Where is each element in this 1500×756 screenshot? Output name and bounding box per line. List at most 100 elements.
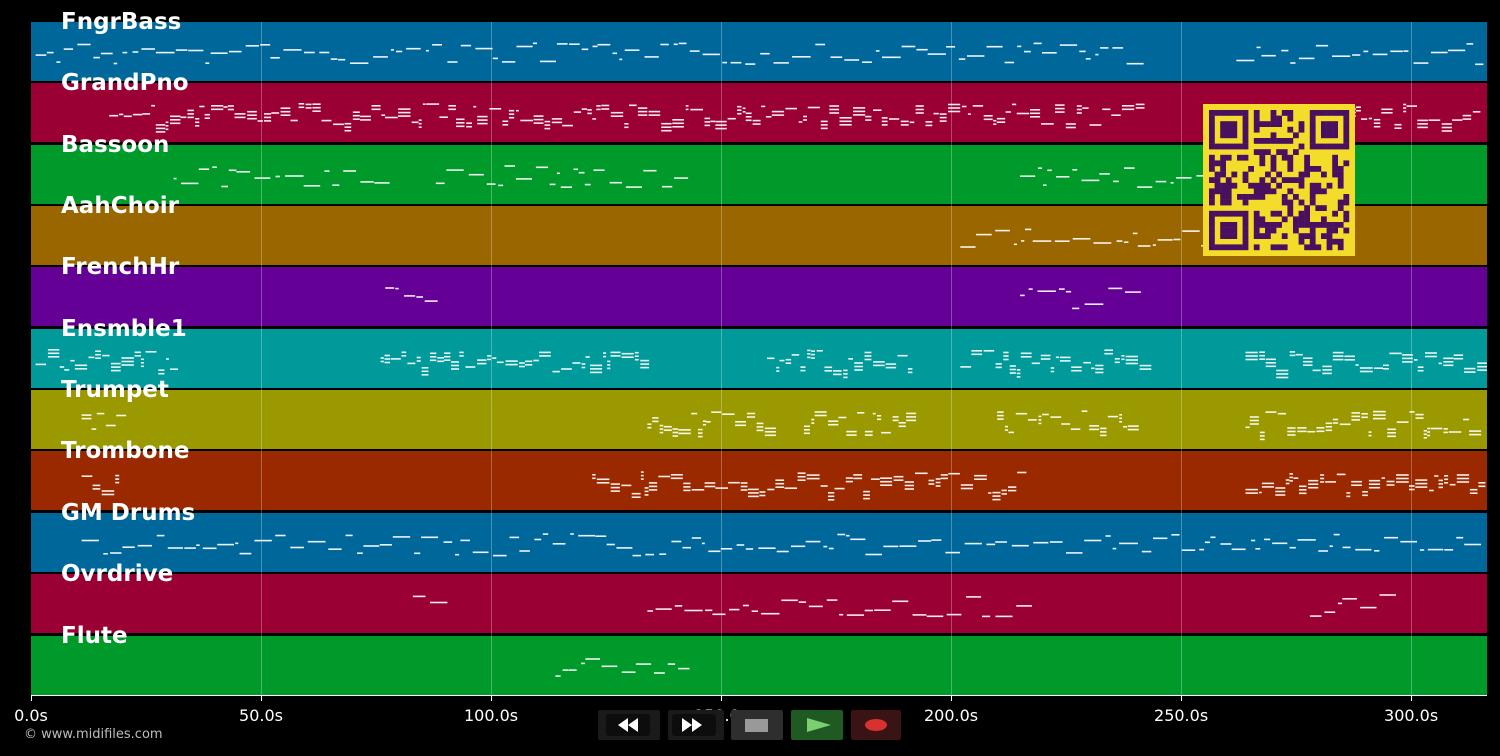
note <box>948 472 960 475</box>
note <box>1413 62 1429 64</box>
note <box>1325 429 1333 432</box>
note <box>960 484 973 486</box>
note <box>1054 240 1070 242</box>
note <box>1359 367 1373 369</box>
track-lane[interactable]: Trumpet <box>31 377 1487 449</box>
note <box>1182 230 1200 232</box>
note <box>1132 232 1138 235</box>
note <box>1303 360 1313 363</box>
note <box>1024 50 1031 53</box>
note <box>1137 186 1153 188</box>
note <box>486 183 496 185</box>
note <box>459 355 464 357</box>
note <box>1441 126 1452 129</box>
note <box>1261 486 1274 488</box>
note <box>758 547 776 549</box>
note <box>764 431 776 433</box>
note <box>663 429 672 431</box>
note <box>873 361 885 363</box>
note <box>319 51 330 54</box>
note <box>1415 479 1428 481</box>
note <box>870 478 880 480</box>
track-lane[interactable]: Trombone <box>31 438 1487 510</box>
note <box>492 357 497 359</box>
note <box>298 106 305 109</box>
note <box>640 359 650 362</box>
note <box>655 608 672 610</box>
note <box>592 118 597 120</box>
note <box>330 58 338 60</box>
note <box>446 169 464 171</box>
track-lane[interactable]: FngrBass <box>31 9 1487 81</box>
qr-code[interactable] <box>1203 104 1355 256</box>
note <box>1402 361 1413 363</box>
note <box>864 430 873 433</box>
note <box>505 360 518 362</box>
note <box>1339 423 1351 426</box>
note <box>1001 493 1007 495</box>
note <box>1112 547 1117 550</box>
note <box>904 488 914 490</box>
stop-button[interactable] <box>731 710 783 740</box>
note <box>198 168 210 170</box>
record-button[interactable] <box>851 710 901 740</box>
note <box>1449 483 1456 486</box>
play-button[interactable] <box>791 710 843 740</box>
note <box>661 126 672 128</box>
note <box>648 489 658 491</box>
note <box>966 596 982 598</box>
note <box>525 360 533 363</box>
note <box>195 125 200 127</box>
note <box>1448 49 1466 52</box>
note <box>47 349 60 351</box>
note <box>1464 367 1476 370</box>
track-lane[interactable]: Flute <box>31 623 1487 695</box>
note <box>596 105 601 107</box>
note <box>752 119 761 122</box>
note <box>374 182 390 184</box>
note <box>983 350 995 352</box>
note <box>880 477 893 479</box>
note <box>234 113 246 115</box>
note <box>429 359 437 362</box>
note <box>644 56 659 58</box>
note <box>1320 481 1325 483</box>
note <box>1448 431 1462 433</box>
note <box>134 351 141 354</box>
note <box>803 425 810 428</box>
note <box>411 121 419 124</box>
note <box>1394 123 1402 126</box>
track-lane[interactable]: GM Drums <box>31 500 1487 572</box>
note <box>1298 57 1315 60</box>
note <box>1016 376 1021 378</box>
note <box>1256 46 1261 49</box>
note <box>1427 434 1431 437</box>
track-lane[interactable]: Ensmble1 <box>31 316 1487 388</box>
note <box>940 477 948 480</box>
note <box>254 177 271 179</box>
note <box>915 112 924 114</box>
track-lane[interactable]: FrenchHr <box>31 254 1487 326</box>
note <box>390 49 394 51</box>
note <box>1381 108 1393 111</box>
note <box>1121 358 1125 361</box>
fast-forward-button[interactable] <box>668 710 724 740</box>
note <box>345 534 353 537</box>
note <box>1472 111 1481 113</box>
note <box>854 362 863 364</box>
note <box>227 108 234 111</box>
note <box>674 177 689 179</box>
note <box>1464 543 1481 546</box>
note <box>1016 605 1032 607</box>
note <box>1415 482 1428 485</box>
rewind-button[interactable] <box>598 710 660 740</box>
note <box>350 62 369 64</box>
note <box>1245 355 1258 357</box>
note <box>1332 358 1344 361</box>
note <box>1004 425 1008 428</box>
note <box>880 484 893 486</box>
track-lane[interactable]: Ovrdrive <box>31 561 1487 633</box>
note <box>1324 611 1336 613</box>
note <box>1456 474 1470 476</box>
note <box>892 416 899 418</box>
